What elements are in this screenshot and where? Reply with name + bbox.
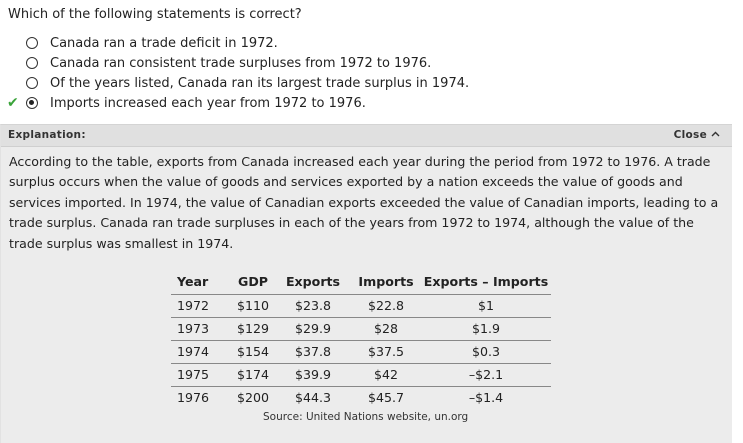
table-cell: $39.9 bbox=[275, 363, 351, 387]
table-cell: –$1.4 bbox=[421, 386, 551, 409]
table-cell: $28 bbox=[351, 317, 421, 341]
column-header: Exports – Imports bbox=[423, 274, 549, 289]
table-cell: $23.8 bbox=[275, 294, 351, 318]
table-cell: $29.9 bbox=[275, 317, 351, 341]
option-label: Imports increased each year from 1972 to… bbox=[50, 96, 366, 111]
table-cell: 1976 bbox=[171, 386, 231, 409]
table-cell: $129 bbox=[231, 317, 275, 341]
table-cell: $44.3 bbox=[275, 386, 351, 409]
table-cell: 1972 bbox=[171, 294, 231, 318]
explanation-header: Explanation: Close bbox=[1, 125, 732, 147]
table-cell: $42 bbox=[351, 363, 421, 387]
table-cell: $45.7 bbox=[351, 386, 421, 409]
checkmark-icon: ✔ bbox=[7, 95, 19, 111]
answer-options: Canada ran a trade deficit in 1972. Cana… bbox=[0, 34, 743, 114]
table-cell: 1974 bbox=[171, 340, 231, 364]
trade-table: Year GDP Exports Imports Exports – Impor… bbox=[171, 270, 551, 409]
column-header: Year bbox=[177, 274, 209, 289]
table-row: 1974 $154 $37.8 $37.5 $0.3 bbox=[171, 340, 551, 364]
table-cell: $154 bbox=[231, 340, 275, 364]
close-label: Close bbox=[673, 129, 707, 141]
table-cell: $37.8 bbox=[275, 340, 351, 364]
explanation-title: Explanation: bbox=[8, 129, 86, 141]
table-cell: $200 bbox=[231, 386, 275, 409]
table-cell: $1 bbox=[421, 294, 551, 318]
table-cell: 1975 bbox=[171, 363, 231, 387]
answer-option[interactable]: Canada ran consistent trade surpluses fr… bbox=[0, 54, 743, 74]
chevron-up-icon bbox=[711, 129, 720, 140]
radio-button[interactable] bbox=[26, 57, 38, 69]
column-header: GDP bbox=[237, 274, 269, 289]
explanation-text: According to the table, exports from Can… bbox=[9, 154, 719, 251]
column-header: Exports bbox=[285, 274, 341, 289]
answer-option[interactable]: Of the years listed, Canada ran its larg… bbox=[0, 74, 743, 94]
question-text: Which of the following statements is cor… bbox=[8, 7, 302, 22]
table-cell: $22.8 bbox=[351, 294, 421, 318]
explanation-panel: Explanation: Close According to the tabl… bbox=[0, 124, 732, 443]
table-header-row: Year GDP Exports Imports Exports – Impor… bbox=[171, 270, 551, 295]
table-row: 1975 $174 $39.9 $42 –$2.1 bbox=[171, 363, 551, 387]
answer-option[interactable]: Canada ran a trade deficit in 1972. bbox=[0, 34, 743, 54]
table-cell: $110 bbox=[231, 294, 275, 318]
answer-option-selected[interactable]: ✔ Imports increased each year from 1972 … bbox=[0, 94, 743, 114]
table-cell: $174 bbox=[231, 363, 275, 387]
table-cell: 1973 bbox=[171, 317, 231, 341]
column-header: Imports bbox=[358, 274, 414, 289]
table-cell: $0.3 bbox=[421, 340, 551, 364]
close-button[interactable]: Close bbox=[674, 129, 720, 141]
table-source: Source: United Nations website, un.org bbox=[263, 411, 469, 423]
table-row: 1972 $110 $23.8 $22.8 $1 bbox=[171, 294, 551, 318]
table-cell: $37.5 bbox=[351, 340, 421, 364]
option-label: Of the years listed, Canada ran its larg… bbox=[50, 76, 470, 91]
table-row: 1973 $129 $29.9 $28 $1.9 bbox=[171, 317, 551, 341]
radio-button[interactable] bbox=[26, 37, 38, 49]
table-row: 1976 $200 $44.3 $45.7 –$1.4 bbox=[171, 386, 551, 409]
radio-button-selected[interactable] bbox=[26, 97, 38, 109]
option-label: Canada ran a trade deficit in 1972. bbox=[50, 36, 278, 51]
table-cell: $1.9 bbox=[421, 317, 551, 341]
option-label: Canada ran consistent trade surpluses fr… bbox=[50, 56, 432, 71]
radio-button[interactable] bbox=[26, 77, 38, 89]
table-cell: –$2.1 bbox=[421, 363, 551, 387]
